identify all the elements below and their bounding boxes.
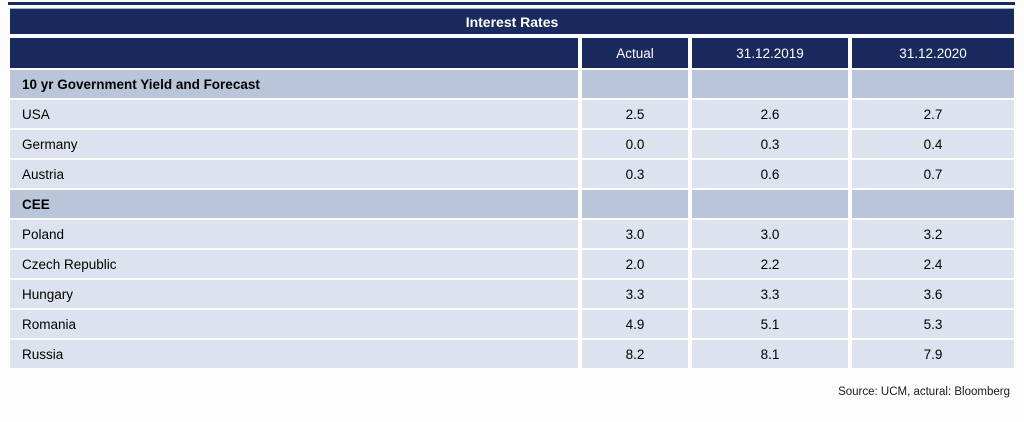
interest-rates-table: Interest Rates Actual 31.12.2019 31.12.2… bbox=[10, 8, 1014, 370]
row-label: Romania bbox=[10, 310, 578, 338]
row-value: 0.4 bbox=[852, 130, 1014, 158]
row-value: 2.4 bbox=[852, 250, 1014, 278]
row-value: 3.0 bbox=[582, 220, 688, 248]
table-row: Russia 8.2 8.1 7.9 bbox=[10, 340, 1014, 368]
section-header-empty-cell bbox=[692, 70, 848, 98]
row-value: 3.2 bbox=[852, 220, 1014, 248]
row-label: Czech Republic bbox=[10, 250, 578, 278]
row-value: 5.1 bbox=[692, 310, 848, 338]
row-value: 0.3 bbox=[582, 160, 688, 188]
row-value: 2.7 bbox=[852, 100, 1014, 128]
section-header-empty-cell bbox=[692, 190, 848, 218]
column-header-actual: Actual bbox=[582, 38, 688, 68]
section-header-row: CEE bbox=[10, 190, 1014, 218]
table-row: Romania 4.9 5.1 5.3 bbox=[10, 310, 1014, 338]
table-title: Interest Rates bbox=[10, 8, 1014, 34]
section-header-row: 10 yr Government Yield and Forecast bbox=[10, 70, 1014, 98]
section-header-empty-cell bbox=[582, 70, 688, 98]
row-value: 5.3 bbox=[852, 310, 1014, 338]
row-value: 4.9 bbox=[582, 310, 688, 338]
row-value: 0.3 bbox=[692, 130, 848, 158]
row-value: 8.1 bbox=[692, 340, 848, 368]
table-row: USA 2.5 2.6 2.7 bbox=[10, 100, 1014, 128]
table-row: Germany 0.0 0.3 0.4 bbox=[10, 130, 1014, 158]
row-value: 8.2 bbox=[582, 340, 688, 368]
row-value: 7.9 bbox=[852, 340, 1014, 368]
row-value: 0.7 bbox=[852, 160, 1014, 188]
column-header-blank bbox=[10, 38, 578, 68]
row-label: Austria bbox=[10, 160, 578, 188]
column-header-2020: 31.12.2020 bbox=[852, 38, 1014, 68]
row-value: 3.3 bbox=[692, 280, 848, 308]
row-value: 3.6 bbox=[852, 280, 1014, 308]
section-header-label: 10 yr Government Yield and Forecast bbox=[10, 70, 578, 98]
table-row: Poland 3.0 3.0 3.2 bbox=[10, 220, 1014, 248]
row-label: Hungary bbox=[10, 280, 578, 308]
row-value: 3.3 bbox=[582, 280, 688, 308]
section-header-empty-cell bbox=[852, 70, 1014, 98]
row-value: 0.6 bbox=[692, 160, 848, 188]
column-header-row: Actual 31.12.2019 31.12.2020 bbox=[10, 38, 1014, 68]
section-header-empty-cell bbox=[582, 190, 688, 218]
section-header-empty-cell bbox=[852, 190, 1014, 218]
row-label: USA bbox=[10, 100, 578, 128]
table-body: 10 yr Government Yield and Forecast USA 2.… bbox=[10, 70, 1014, 368]
row-value: 2.0 bbox=[582, 250, 688, 278]
row-value: 2.6 bbox=[692, 100, 848, 128]
table-row: Hungary 3.3 3.3 3.6 bbox=[10, 280, 1014, 308]
row-value: 3.0 bbox=[692, 220, 848, 248]
row-value: 2.5 bbox=[582, 100, 688, 128]
row-label: Poland bbox=[10, 220, 578, 248]
row-value: 0.0 bbox=[582, 130, 688, 158]
row-label: Russia bbox=[10, 340, 578, 368]
top-divider-rule bbox=[8, 2, 1015, 5]
column-header-2019: 31.12.2019 bbox=[692, 38, 848, 68]
table-row: Austria 0.3 0.6 0.7 bbox=[10, 160, 1014, 188]
row-value: 2.2 bbox=[692, 250, 848, 278]
source-attribution: Source: UCM, actural: Bloomberg bbox=[838, 386, 1010, 398]
section-header-label: CEE bbox=[10, 190, 578, 218]
table-row: Czech Republic 2.0 2.2 2.4 bbox=[10, 250, 1014, 278]
row-label: Germany bbox=[10, 130, 578, 158]
